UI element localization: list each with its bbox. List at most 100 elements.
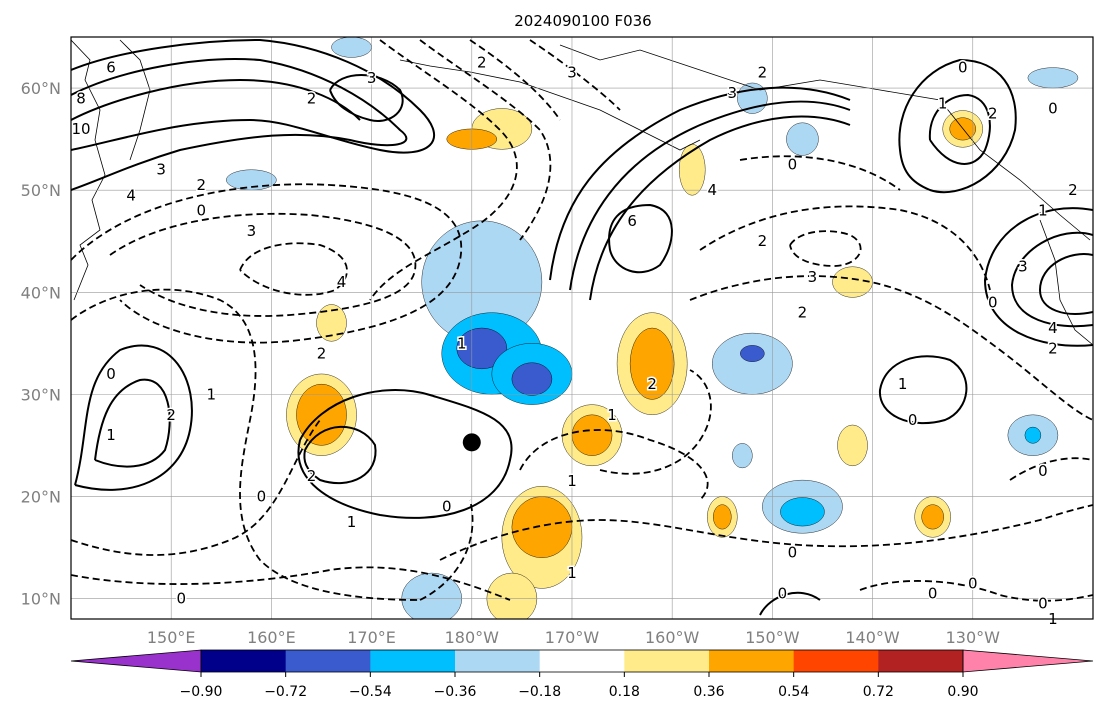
contour-label: 0 [1038,462,1048,480]
contour-negative-west-5 [71,419,321,556]
contour-zero-south [759,591,821,616]
contour-label: 2 [477,54,487,72]
contour-label: 4 [1048,319,1058,337]
contour-label: 4 [126,186,136,204]
shaded-area-9 [780,497,825,527]
colorbar-tick-label: −0.54 [349,684,392,700]
contour-positive-ridge-1 [549,86,851,281]
shaded-area-26 [511,496,573,558]
contour-label: 3 [1018,258,1028,276]
lat-tick-label: 30°N [21,385,61,404]
contour-negative-east-2 [699,205,991,291]
colorbar-tick-label: −0.36 [434,684,477,700]
contour-label: 0 [958,59,968,77]
contour-negative-east-5 [1009,457,1093,481]
storm-location-marker [462,433,481,452]
contour-label: 0 [928,584,938,602]
contour-label: 0 [1048,99,1058,117]
contour-label: 3 [247,222,257,240]
contour-negative-east-1 [689,275,1093,421]
contour-label: 0 [196,202,206,220]
shaded-area-35 [713,504,732,530]
contour-label: 0 [788,156,798,174]
contour-label: 0 [176,590,186,608]
contour-lines-dashed [71,39,1093,602]
contour-negative-west-4 [71,288,421,601]
contour-negative-trough-2 [419,39,552,241]
contour-positive-north-4 [329,74,404,122]
shaded-area-37 [316,304,347,342]
contour-positive-north-3 [71,78,361,121]
contour-positive-northeast-2 [928,93,991,165]
lon-tick-label: 150°W [745,628,800,647]
shaded-area-24 [571,414,613,456]
contour-label: 0 [106,365,116,383]
contour-negative-trough-1 [369,39,518,301]
contour-label: 6 [106,59,116,77]
lat-tick-label: 20°N [21,487,61,506]
contour-label: 1 [898,375,908,393]
lon-tick-label: 150°E [147,628,196,647]
contour-label: 1 [207,385,217,403]
contour-label: 2 [307,467,317,485]
shaded-area-15 [786,122,819,156]
contour-label: 1 [567,564,577,582]
colorbar [70,649,1094,673]
contour-label: 1 [938,94,948,112]
lon-tick-label: 140°W [845,628,900,647]
lat-tick-label: 60°N [21,79,61,98]
contour-negative-south-2 [71,566,511,601]
colorbar-tick-label: 0.90 [947,684,978,700]
colorbar-segment-8 [793,650,879,672]
shaded-area-5 [511,362,553,396]
contour-negative-west-2 [109,212,417,317]
contour-label: 2 [798,304,808,322]
shaded-area-31 [837,424,868,467]
contour-positive-center-inner [303,425,377,485]
contour-label: 0 [968,574,978,592]
contour-label: 2 [1048,339,1058,357]
chart-title: 2024090100 F036 [514,12,651,30]
coastline-alaska [559,44,1091,241]
shaded-area-7 [740,345,765,362]
colorbar-tick-label: 0.18 [609,684,640,700]
map-frame [70,36,1094,620]
contour-negative-east-4 [739,155,901,191]
contour-positive-east-2 [1010,231,1093,328]
lon-tick-label: 130°W [946,628,1001,647]
contour-positive-ridge-inner [608,203,673,274]
colorbar-segment-3 [370,650,456,672]
lon-tick-label: 160°E [247,628,296,647]
contour-negative-south-3 [519,429,709,501]
coastline-north-america [1039,219,1093,346]
contour-label: 0 [908,411,918,429]
contour-label: 2 [647,375,657,393]
lon-tick-label: 160°W [645,628,700,647]
contour-label: 1 [106,426,116,444]
shaded-area-22 [629,327,675,400]
longitude-tick-labels: 150°E 160°E 170°E 180°W 170°W 160°W 150°W 140°W… [147,628,1000,647]
contour-label: 3 [567,64,577,82]
contour-label: 4 [337,273,347,291]
contour-label: 0 [442,498,452,516]
contour-label: 1 [347,513,357,531]
contour-label: 2 [307,89,317,107]
contour-label: 3 [728,84,738,102]
contour-negative-west-1 [71,183,463,344]
contour-label: 2 [988,105,998,123]
contour-label: 1 [457,334,467,352]
contour-label: 1 [567,472,577,490]
contour-label: 3 [156,161,166,179]
colorbar-segment-5 [539,650,625,672]
contour-label: 0 [257,487,267,505]
contour-positive-northeast [898,58,1017,194]
contour-label: 2 [758,64,768,82]
colorbar-segment-7 [709,650,795,672]
contour-negative-aleutian-1 [529,39,621,111]
contour-label: 2 [196,176,206,194]
colorbar-tick-label: 0.54 [778,684,809,700]
contour-label: 3 [808,268,818,286]
lat-tick-label: 10°N [21,590,61,609]
